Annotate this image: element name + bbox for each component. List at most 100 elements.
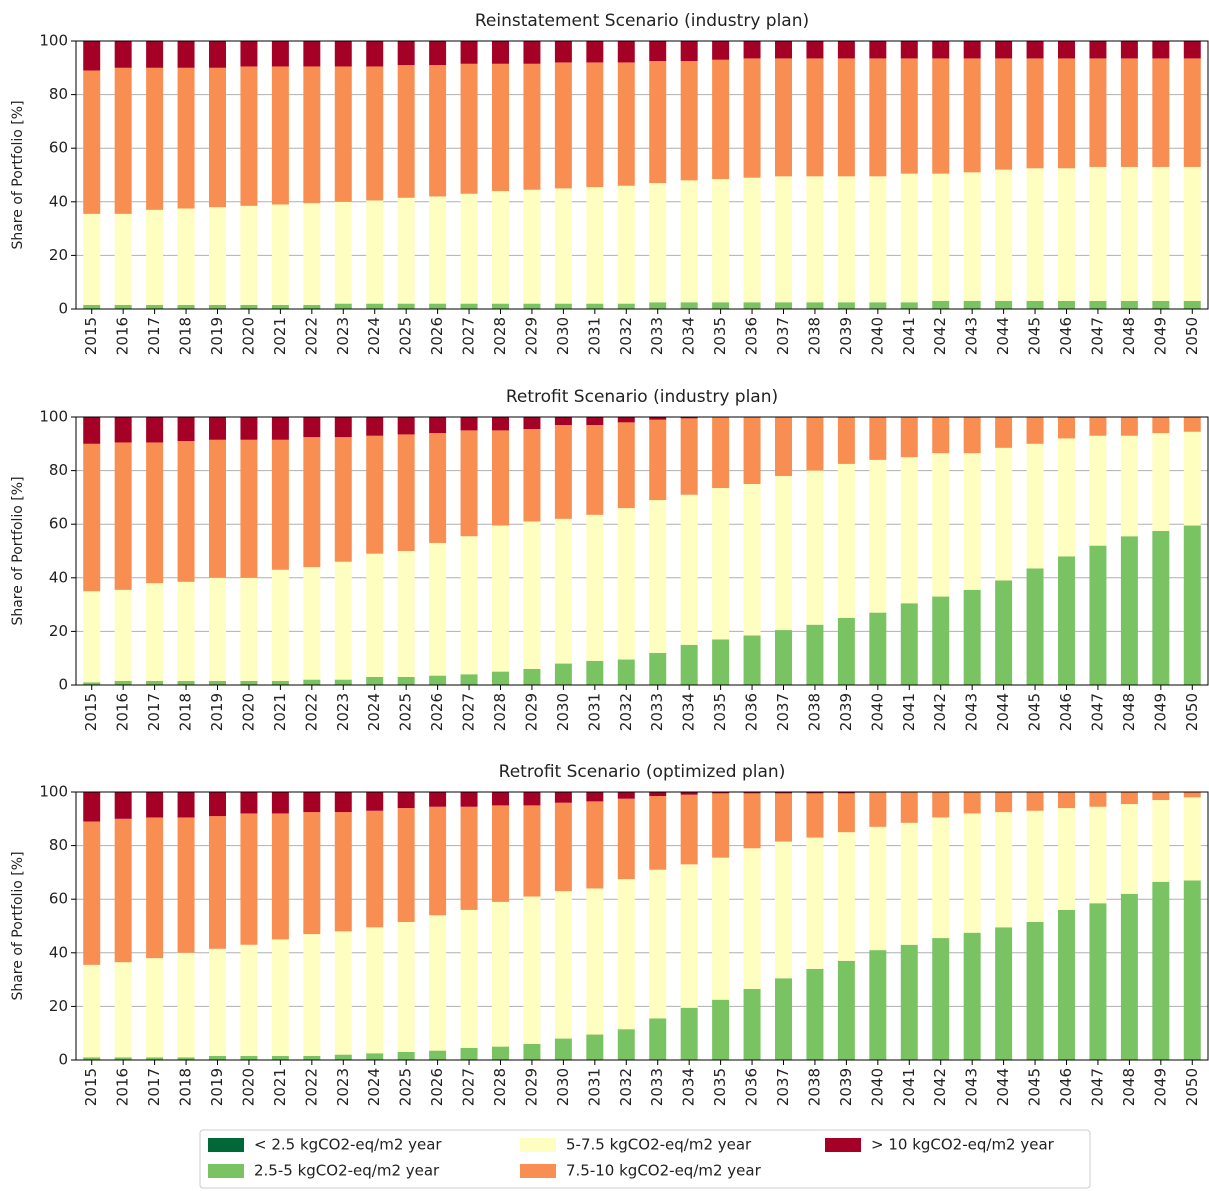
bar-segment <box>743 484 761 636</box>
bar-segment <box>712 417 730 489</box>
bar-segment <box>554 62 572 189</box>
x-tick-label: 2045 <box>1026 317 1044 355</box>
bar-segment <box>334 41 352 67</box>
bar-segment <box>240 205 258 305</box>
bar-segment <box>146 1057 164 1060</box>
bar-segment <box>146 583 164 681</box>
bar-segment <box>1183 300 1201 309</box>
x-tick-label: 2048 <box>1120 1068 1138 1106</box>
x-tick-label: 2049 <box>1151 693 1169 731</box>
bar-segment <box>649 417 667 420</box>
bar-segment <box>366 810 384 928</box>
bar-segment <box>240 439 258 578</box>
x-tick-label: 2044 <box>994 693 1012 731</box>
bar-segment <box>743 58 761 178</box>
bar-segment <box>114 1057 132 1060</box>
bar-segment <box>492 417 509 431</box>
bar-segment <box>1152 881 1170 1060</box>
bar-segment <box>146 442 164 584</box>
bar-segment <box>1026 443 1044 569</box>
bar-segment <box>523 1043 541 1060</box>
bar-segment <box>554 802 572 892</box>
x-tick-label: 2029 <box>522 693 540 731</box>
bar-segment <box>271 680 289 685</box>
x-tick-label: 2035 <box>711 1068 729 1106</box>
legend-swatch <box>825 1138 861 1152</box>
bar-segment <box>146 817 164 959</box>
bar-segment <box>617 659 635 685</box>
chart-title: Reinstatement Scenario (industry plan) <box>475 11 809 31</box>
bar-segment <box>209 1055 226 1060</box>
bar-segment <box>649 869 667 1019</box>
y-tick-label: 80 <box>49 836 68 854</box>
bar-segment <box>775 841 792 979</box>
bar-segment <box>680 792 698 795</box>
bar-segment <box>397 65 415 198</box>
bar-segment <box>963 300 981 309</box>
x-tick-label: 2049 <box>1151 1068 1169 1106</box>
x-tick-label: 2033 <box>648 693 666 731</box>
bar-segment <box>869 302 887 309</box>
bar-segment <box>649 792 667 797</box>
bar-segment <box>869 176 887 303</box>
bar-segment <box>146 958 164 1058</box>
bar-segment <box>775 41 792 59</box>
bar-segment <box>554 891 572 1039</box>
bar-segment <box>83 964 101 1058</box>
bar-segment <box>775 475 792 631</box>
bar-segment <box>334 679 352 685</box>
x-tick-label: 2032 <box>617 1068 635 1106</box>
x-tick-label: 2034 <box>680 317 698 355</box>
legend-box <box>199 1129 1091 1189</box>
bar-segment <box>1026 810 1044 922</box>
bar-segment <box>146 41 164 68</box>
x-tick-label: 2031 <box>585 1068 603 1106</box>
bar-segment <box>177 817 195 953</box>
bar-segment <box>303 304 321 309</box>
y-tick-label: 40 <box>49 568 68 586</box>
bar-segment <box>586 425 604 515</box>
bar-segment <box>1026 568 1044 685</box>
bar-segment <box>617 417 635 423</box>
bar-segment <box>146 792 164 818</box>
x-tick-label: 2019 <box>208 317 226 355</box>
bar-segment <box>114 818 132 963</box>
bar-segment <box>83 591 101 683</box>
bar-segment <box>83 682 101 685</box>
bar-segment <box>1183 58 1201 167</box>
x-tick-label: 2023 <box>334 1068 352 1106</box>
bar-segment <box>1089 792 1107 807</box>
bar-segment <box>680 494 698 645</box>
bar-segment <box>1026 41 1044 59</box>
bar-segment <box>303 812 321 935</box>
bar-segment <box>83 417 101 444</box>
bar-segment <box>932 417 950 454</box>
bar-segment <box>114 67 132 214</box>
bar-segment <box>146 67 164 210</box>
bar-segment <box>554 303 572 309</box>
x-tick-label: 2042 <box>931 1068 949 1106</box>
legend-label: 2.5-5 kgCO2-eq/m2 year <box>254 1162 440 1180</box>
bar-segment <box>114 962 132 1058</box>
bar-segment <box>1183 41 1201 59</box>
bar-segment <box>334 437 352 562</box>
bar-segment <box>743 41 761 59</box>
bar-segment <box>1152 41 1170 59</box>
bar-segment <box>523 805 541 897</box>
bar-segment <box>995 792 1013 813</box>
x-tick-label: 2022 <box>302 1068 320 1106</box>
chart-title: Retrofit Scenario (industry plan) <box>506 387 778 407</box>
y-tick-label: 100 <box>39 408 68 426</box>
bar-segment <box>366 676 384 685</box>
bar-segment <box>743 793 761 849</box>
bar-segment <box>932 173 950 301</box>
bar-segment <box>775 302 792 309</box>
bar-segment <box>303 417 321 438</box>
bar-segment <box>397 792 415 809</box>
bar-segment <box>83 821 101 965</box>
bar-segment <box>271 66 289 205</box>
y-tick-label: 0 <box>58 300 68 318</box>
bar-segment <box>429 1050 447 1060</box>
bar-segment <box>586 417 604 426</box>
